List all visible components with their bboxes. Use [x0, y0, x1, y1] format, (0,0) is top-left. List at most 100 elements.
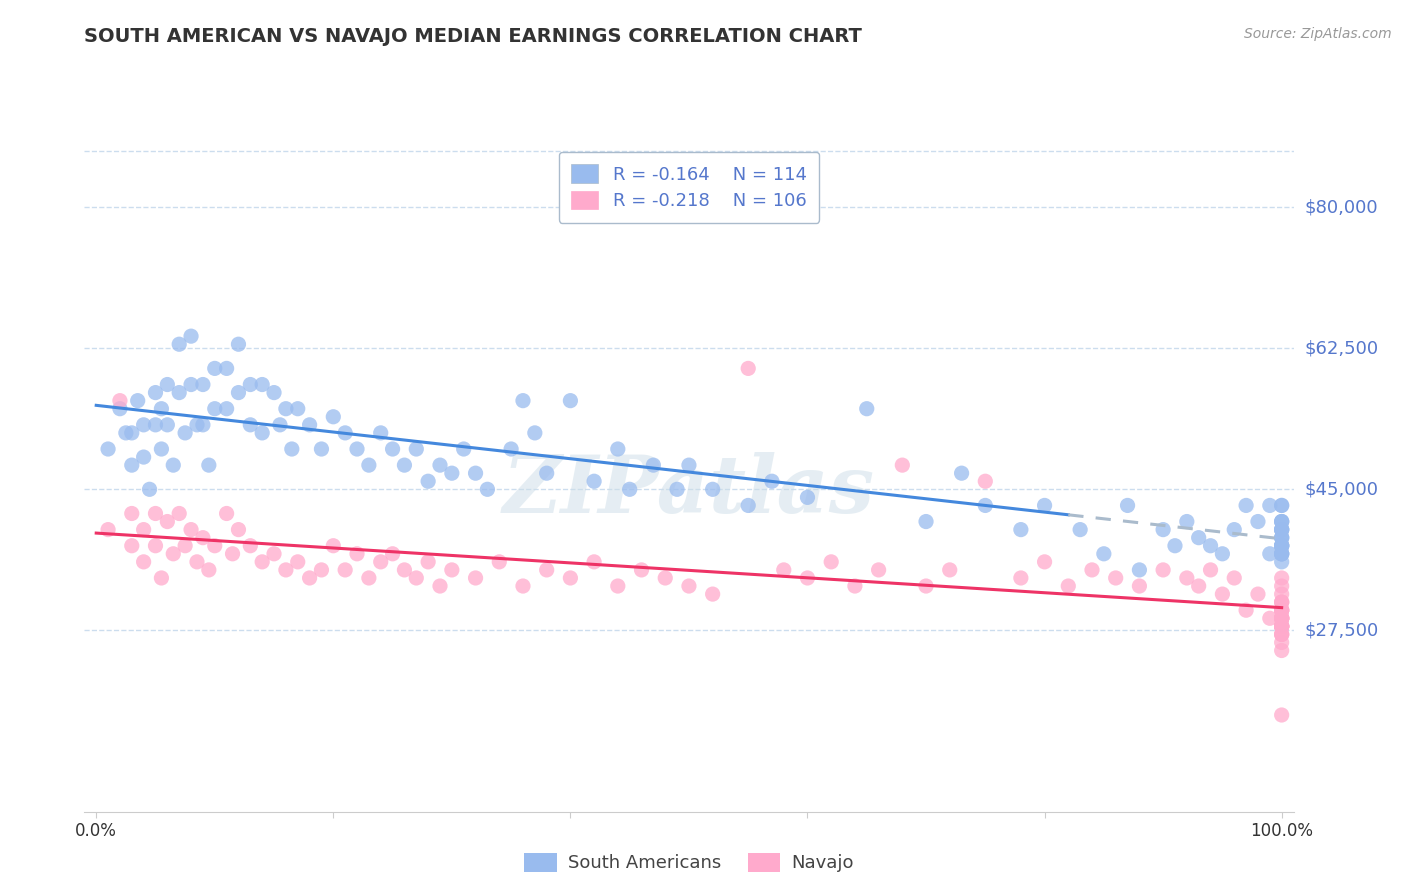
Point	[269, 417, 291, 432]
Point	[156, 377, 179, 392]
Point	[429, 579, 451, 593]
Point	[357, 571, 380, 585]
Point	[643, 458, 665, 472]
Point	[1271, 619, 1294, 633]
Point	[191, 531, 214, 545]
Point	[418, 555, 440, 569]
Point	[150, 401, 173, 416]
Point	[346, 547, 368, 561]
Point	[1271, 555, 1294, 569]
Point	[1271, 579, 1294, 593]
Point	[370, 555, 392, 569]
Point	[121, 507, 143, 521]
Point	[180, 329, 202, 343]
Point	[678, 458, 700, 472]
Point	[138, 483, 160, 497]
Point	[145, 417, 167, 432]
Point	[1258, 611, 1281, 625]
Point	[239, 417, 262, 432]
Point	[156, 417, 179, 432]
Point	[1271, 595, 1294, 609]
Point	[215, 361, 238, 376]
Point	[174, 539, 197, 553]
Point	[198, 458, 221, 472]
Point	[333, 425, 356, 440]
Point	[174, 425, 197, 440]
Point	[464, 571, 486, 585]
Point	[1258, 547, 1281, 561]
Point	[180, 523, 202, 537]
Point	[1271, 523, 1294, 537]
Point	[453, 442, 475, 456]
Point	[820, 555, 842, 569]
Point	[1271, 499, 1294, 513]
Point	[287, 401, 309, 416]
Point	[1271, 603, 1294, 617]
Point	[1271, 635, 1294, 649]
Point	[239, 377, 262, 392]
Point	[702, 483, 724, 497]
Point	[630, 563, 652, 577]
Point	[1271, 643, 1294, 657]
Point	[274, 401, 297, 416]
Point	[1271, 627, 1294, 641]
Point	[97, 442, 120, 456]
Point	[263, 547, 285, 561]
Point	[761, 475, 783, 489]
Point	[891, 458, 914, 472]
Point	[583, 555, 606, 569]
Point	[121, 425, 143, 440]
Point	[322, 409, 344, 424]
Point	[132, 523, 155, 537]
Point	[1116, 499, 1139, 513]
Point	[464, 466, 486, 480]
Text: SOUTH AMERICAN VS NAVAJO MEDIAN EARNINGS CORRELATION CHART: SOUTH AMERICAN VS NAVAJO MEDIAN EARNINGS…	[84, 27, 862, 45]
Point	[1152, 523, 1174, 537]
Point	[1199, 563, 1222, 577]
Point	[772, 563, 794, 577]
Point	[274, 563, 297, 577]
Text: Source: ZipAtlas.com: Source: ZipAtlas.com	[1244, 27, 1392, 41]
Point	[1271, 523, 1294, 537]
Point	[1152, 563, 1174, 577]
Point	[501, 442, 523, 456]
Point	[512, 393, 534, 408]
Point	[1211, 587, 1233, 601]
Point	[121, 458, 143, 472]
Point	[1271, 523, 1294, 537]
Point	[1164, 539, 1187, 553]
Point	[298, 417, 321, 432]
Point	[796, 491, 818, 505]
Point	[915, 579, 938, 593]
Point	[477, 483, 499, 497]
Point	[737, 499, 759, 513]
Point	[606, 579, 628, 593]
Legend: South Americans, Navajo: South Americans, Navajo	[517, 846, 860, 880]
Point	[145, 539, 167, 553]
Point	[167, 385, 190, 400]
Point	[1247, 587, 1270, 601]
Point	[1223, 523, 1246, 537]
Point	[1223, 571, 1246, 585]
Point	[221, 547, 243, 561]
Point	[381, 442, 404, 456]
Point	[654, 571, 676, 585]
Point	[1271, 531, 1294, 545]
Point	[678, 579, 700, 593]
Point	[1271, 547, 1294, 561]
Point	[1271, 531, 1294, 545]
Point	[606, 442, 628, 456]
Point	[121, 539, 143, 553]
Point	[1271, 619, 1294, 633]
Point	[1211, 547, 1233, 561]
Point	[1271, 539, 1294, 553]
Point	[132, 450, 155, 464]
Point	[1271, 611, 1294, 625]
Point	[145, 385, 167, 400]
Point	[1081, 563, 1104, 577]
Point	[228, 385, 250, 400]
Point	[1271, 627, 1294, 641]
Point	[311, 442, 333, 456]
Point	[228, 337, 250, 351]
Point	[162, 458, 184, 472]
